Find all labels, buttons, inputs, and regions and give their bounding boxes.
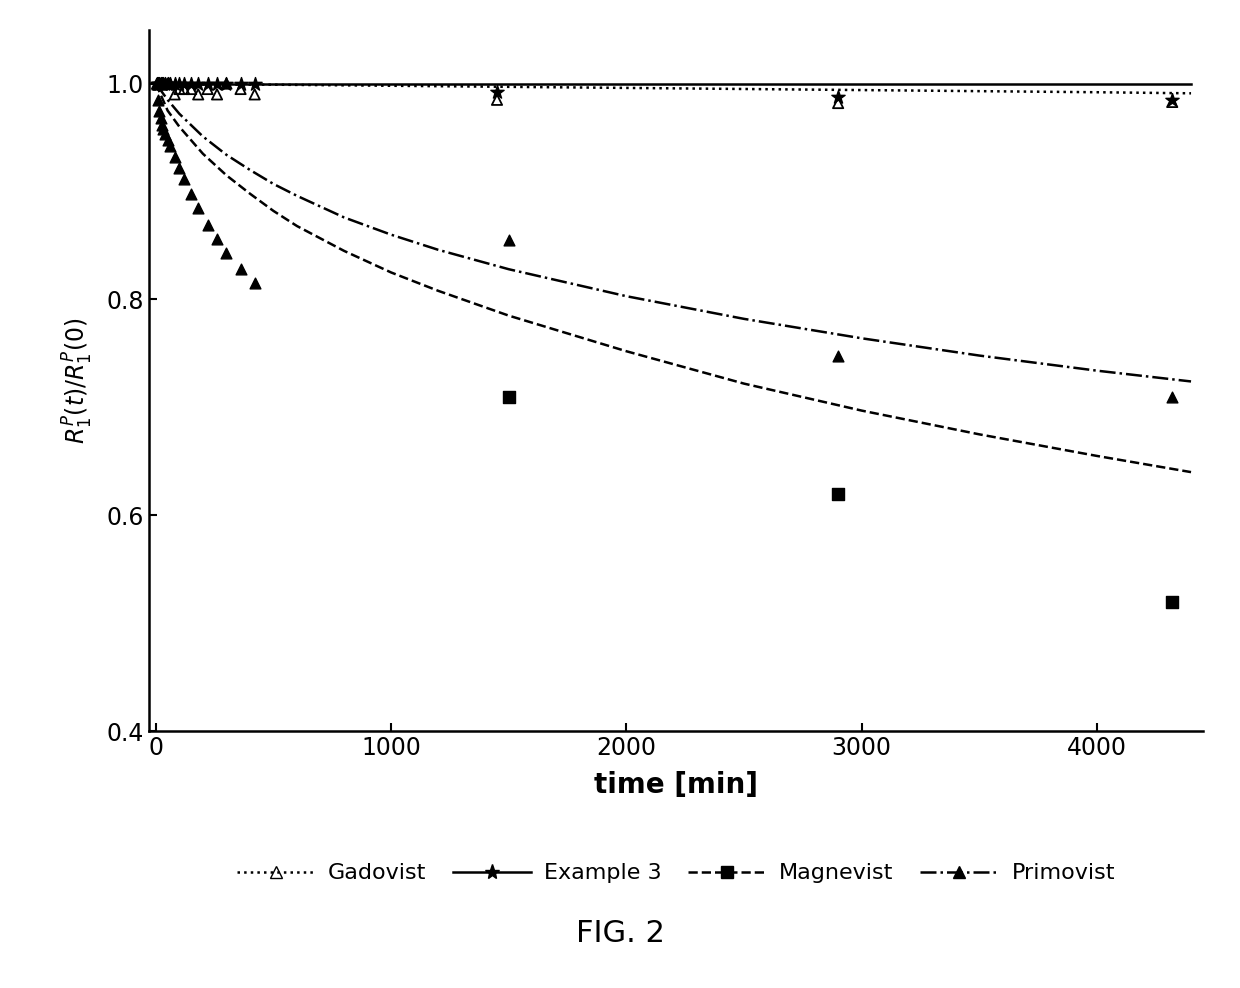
Point [828, 348, 848, 364]
Point [181, 76, 201, 92]
Point [174, 81, 193, 97]
Point [153, 121, 172, 136]
Point [828, 486, 848, 502]
Point [197, 76, 217, 92]
Point [1162, 388, 1182, 404]
Point [157, 76, 177, 92]
Point [197, 217, 217, 233]
Point [148, 76, 167, 92]
Point [217, 76, 237, 92]
Point [188, 76, 208, 92]
Point [231, 81, 250, 97]
Point [188, 200, 208, 215]
Point [150, 76, 170, 92]
Point [149, 76, 169, 92]
Point [149, 76, 169, 92]
Point [188, 87, 208, 103]
Point [244, 76, 264, 92]
Point [155, 76, 175, 92]
Point [217, 76, 237, 92]
Point [157, 76, 177, 92]
Point [165, 76, 185, 92]
Point [153, 76, 172, 92]
Point [207, 231, 227, 247]
Point [1162, 594, 1182, 610]
Point [160, 138, 180, 154]
Point [165, 87, 185, 103]
Point [174, 171, 193, 187]
Point [498, 232, 518, 248]
Point [151, 76, 171, 92]
Text: FIG. 2: FIG. 2 [575, 919, 665, 948]
Point [174, 76, 193, 92]
Point [150, 103, 170, 119]
Point [828, 95, 848, 111]
Point [170, 81, 190, 97]
Point [207, 87, 227, 103]
Point [148, 76, 167, 92]
Point [498, 388, 518, 404]
Point [487, 84, 507, 100]
Point [150, 111, 170, 126]
Point [150, 76, 170, 92]
Point [828, 89, 848, 105]
Point [231, 261, 250, 277]
Point [148, 76, 167, 92]
Point [151, 117, 171, 132]
Legend: Gadovist, Example 3, Magnevist, Primovist: Gadovist, Example 3, Magnevist, Primovis… [228, 855, 1123, 892]
Point [170, 76, 190, 92]
Point [207, 76, 227, 92]
Point [170, 160, 190, 176]
Point [181, 186, 201, 202]
Point [150, 76, 170, 92]
Point [151, 76, 171, 92]
Point [217, 245, 237, 261]
Point [231, 76, 250, 92]
Point [1162, 92, 1182, 108]
Point [157, 131, 177, 147]
Point [150, 76, 170, 92]
Point [1162, 94, 1182, 110]
Point [155, 126, 175, 142]
Point [244, 87, 264, 103]
Point [160, 76, 180, 92]
Y-axis label: $R_1^P(t)/R_1^P(0)$: $R_1^P(t)/R_1^P(0)$ [61, 317, 95, 444]
Point [487, 92, 507, 108]
Point [155, 76, 175, 92]
Point [165, 149, 185, 165]
X-axis label: time [min]: time [min] [594, 771, 758, 799]
Point [244, 276, 264, 291]
Point [149, 92, 169, 108]
Point [181, 81, 201, 97]
Point [197, 81, 217, 97]
Point [160, 76, 180, 92]
Point [153, 76, 172, 92]
